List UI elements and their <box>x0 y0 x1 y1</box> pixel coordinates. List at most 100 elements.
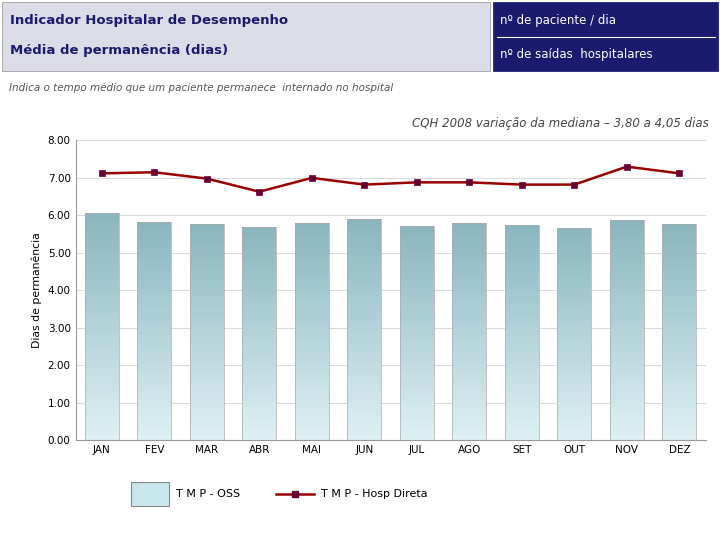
Bar <box>294 339 329 342</box>
Bar <box>557 306 591 309</box>
Bar <box>400 422 434 426</box>
Bar <box>662 426 696 429</box>
Bar <box>243 227 276 440</box>
Bar <box>294 404 329 408</box>
Bar <box>138 222 171 440</box>
Bar <box>505 397 539 401</box>
Bar <box>610 374 644 377</box>
Bar <box>505 293 539 297</box>
Bar <box>190 361 224 365</box>
Bar <box>400 265 434 269</box>
Bar <box>347 436 382 440</box>
Bar <box>243 262 276 266</box>
Bar <box>557 228 591 440</box>
Bar <box>662 386 696 389</box>
Bar <box>610 407 644 411</box>
Bar <box>505 315 539 319</box>
Bar <box>347 341 382 345</box>
Bar <box>505 225 539 440</box>
Bar <box>85 327 119 330</box>
Bar <box>294 408 329 411</box>
Bar <box>557 345 591 348</box>
Bar <box>662 422 696 426</box>
Bar <box>505 429 539 433</box>
Bar <box>557 380 591 383</box>
Bar <box>400 301 434 305</box>
Bar <box>85 251 119 255</box>
Bar <box>190 429 224 433</box>
Bar <box>662 238 696 241</box>
Bar <box>243 266 276 269</box>
Bar <box>610 338 644 341</box>
Bar <box>452 349 487 353</box>
Bar <box>347 234 382 238</box>
Bar <box>557 338 591 341</box>
Bar <box>243 259 276 262</box>
Bar <box>294 313 329 317</box>
Bar <box>85 225 119 228</box>
Bar <box>294 360 329 364</box>
Bar <box>452 310 487 313</box>
Bar <box>662 364 696 368</box>
Bar <box>557 249 591 253</box>
Bar <box>243 436 276 440</box>
Bar <box>610 312 644 315</box>
Bar <box>452 386 487 389</box>
Bar <box>294 230 329 234</box>
Bar <box>662 393 696 397</box>
Bar <box>243 429 276 433</box>
Bar <box>347 219 382 223</box>
Bar <box>452 339 487 342</box>
Bar <box>294 357 329 360</box>
Bar <box>557 383 591 387</box>
Bar <box>138 356 171 360</box>
Bar <box>190 393 224 397</box>
Bar <box>400 433 434 436</box>
Bar <box>610 220 644 224</box>
Bar <box>662 404 696 408</box>
Bar <box>294 433 329 436</box>
Bar <box>85 387 119 391</box>
Bar <box>557 245 591 249</box>
Bar <box>557 263 591 267</box>
Bar <box>452 288 487 292</box>
Bar <box>610 436 644 440</box>
Bar <box>85 353 119 357</box>
Bar <box>400 415 434 418</box>
Bar <box>662 397 696 400</box>
Bar <box>138 298 171 302</box>
Bar <box>138 324 171 327</box>
Bar <box>294 422 329 426</box>
Bar <box>190 310 224 314</box>
Bar <box>294 364 329 368</box>
Bar <box>610 264 644 267</box>
Bar <box>243 308 276 312</box>
Bar <box>294 379 329 382</box>
Bar <box>138 415 171 419</box>
Bar <box>557 433 591 436</box>
Bar <box>662 256 696 260</box>
Bar <box>294 270 329 274</box>
Bar <box>557 302 591 306</box>
Bar <box>400 251 434 254</box>
Bar <box>557 352 591 355</box>
Bar <box>557 436 591 440</box>
Bar <box>400 319 434 322</box>
Bar <box>190 382 224 386</box>
Bar <box>138 342 171 346</box>
Bar <box>610 256 644 260</box>
Bar <box>190 249 224 252</box>
Bar <box>294 342 329 346</box>
Bar <box>505 426 539 429</box>
Bar <box>347 278 382 282</box>
Bar <box>452 317 487 321</box>
Bar <box>243 237 276 241</box>
Bar <box>138 284 171 287</box>
Bar <box>610 334 644 338</box>
Text: T M P - Hosp Direta: T M P - Hosp Direta <box>321 489 428 499</box>
Bar <box>85 376 119 380</box>
Bar <box>85 361 119 365</box>
Bar <box>557 228 591 231</box>
Bar <box>610 282 644 286</box>
Bar <box>294 393 329 397</box>
